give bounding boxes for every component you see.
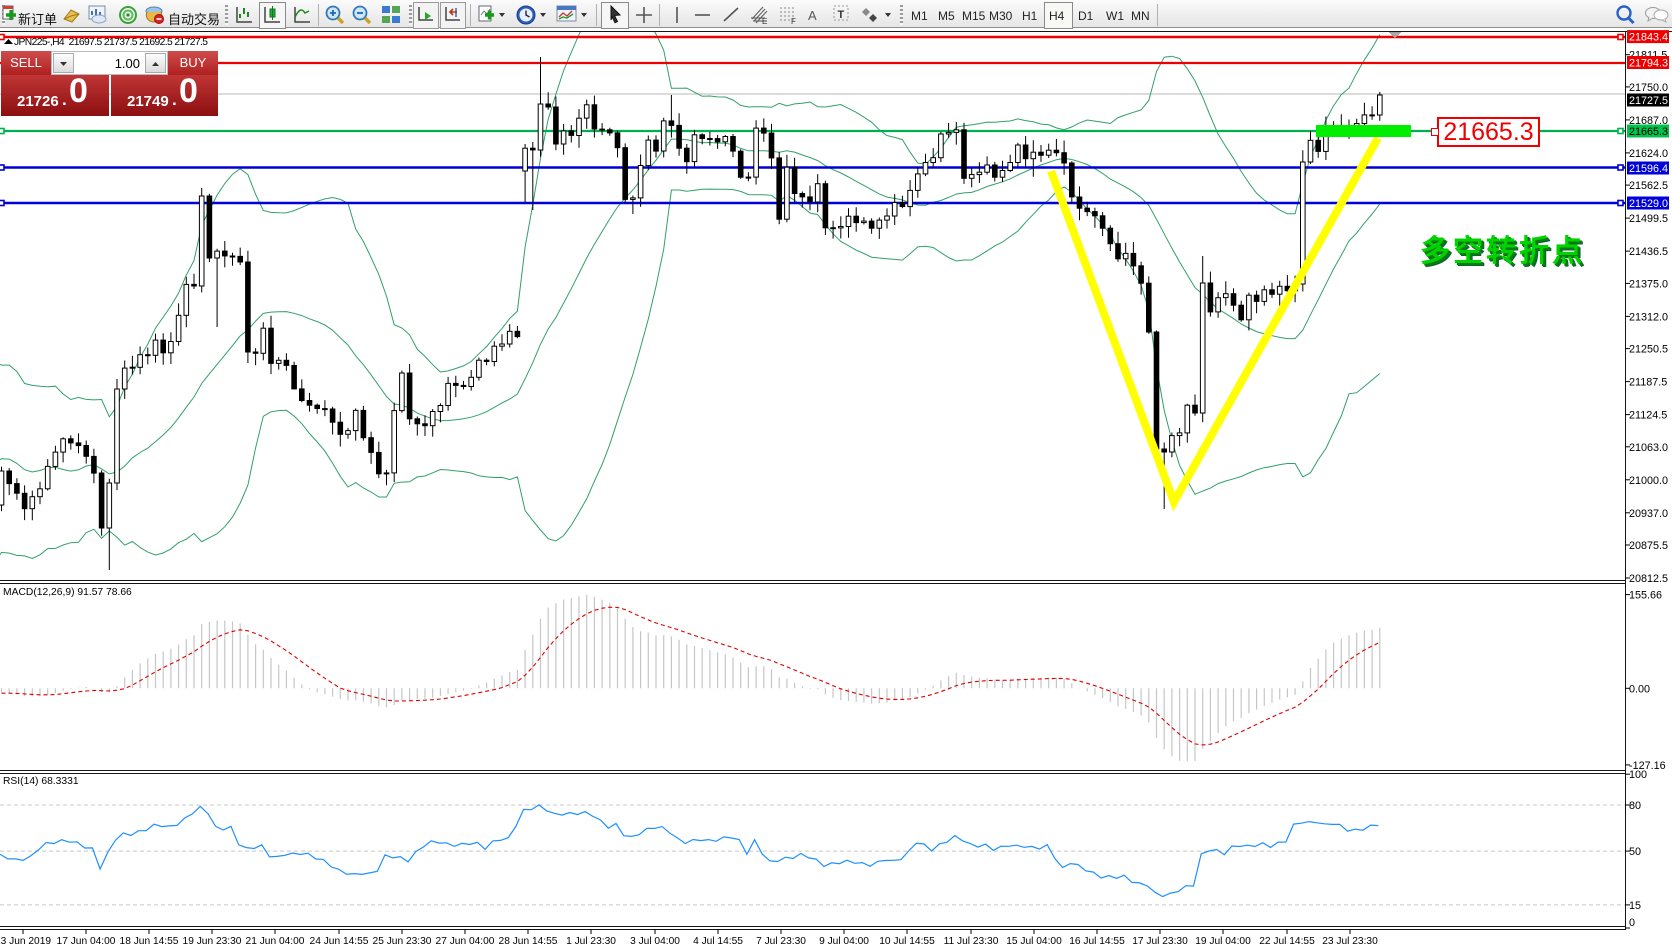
svg-text:F: F bbox=[791, 17, 796, 26]
svg-text:22 Jul 14:55: 22 Jul 14:55 bbox=[1259, 936, 1315, 947]
svg-text:25 Jun 23:30: 25 Jun 23:30 bbox=[373, 936, 432, 947]
svg-text:4 Jul 14:55: 4 Jul 14:55 bbox=[693, 936, 743, 947]
svg-text:JPN225-,H4 21697.5 21737.5 21: JPN225-,H4 21697.5 21737.5 21692.5 21727… bbox=[14, 37, 208, 48]
svg-text:9 Jul 04:00: 9 Jul 04:00 bbox=[819, 936, 869, 947]
svg-text:3 Jul 04:00: 3 Jul 04:00 bbox=[630, 936, 680, 947]
svg-text:21 Jun 04:00: 21 Jun 04:00 bbox=[246, 936, 305, 947]
svg-text:15 Jul 04:00: 15 Jul 04:00 bbox=[1006, 936, 1062, 947]
svg-text:11 Jul 23:30: 11 Jul 23:30 bbox=[944, 936, 999, 947]
svg-text:21436.5: 21436.5 bbox=[1629, 246, 1668, 258]
svg-text:15: 15 bbox=[1629, 900, 1641, 912]
svg-text:100: 100 bbox=[1629, 769, 1647, 781]
svg-text:21665.3: 21665.3 bbox=[1629, 126, 1668, 138]
svg-text:21063.0: 21063.0 bbox=[1629, 442, 1668, 454]
svg-text:20937.0: 20937.0 bbox=[1629, 508, 1668, 520]
svg-text:21596.4: 21596.4 bbox=[1629, 163, 1668, 175]
svg-text:0: 0 bbox=[1629, 917, 1635, 929]
svg-text:19 Jul 04:00: 19 Jul 04:00 bbox=[1195, 936, 1251, 947]
svg-text:1 Jul 23:30: 1 Jul 23:30 bbox=[566, 936, 616, 947]
svg-text:13 Jun 2019: 13 Jun 2019 bbox=[0, 936, 51, 947]
svg-text:10 Jul 14:55: 10 Jul 14:55 bbox=[879, 936, 935, 947]
svg-text:50: 50 bbox=[1629, 846, 1641, 858]
svg-text:21727.5: 21727.5 bbox=[1629, 95, 1668, 107]
svg-text:21843.4: 21843.4 bbox=[1629, 32, 1668, 44]
svg-text:E: E bbox=[762, 17, 767, 26]
svg-text:20875.5: 20875.5 bbox=[1629, 540, 1668, 552]
svg-text:21794.3: 21794.3 bbox=[1629, 58, 1668, 70]
svg-text:27 Jun 04:00: 27 Jun 04:00 bbox=[436, 936, 495, 947]
svg-text:0.00: 0.00 bbox=[1629, 683, 1650, 695]
svg-text:23 Jul 23:30: 23 Jul 23:30 bbox=[1322, 936, 1378, 947]
svg-text:21624.0: 21624.0 bbox=[1629, 148, 1668, 160]
svg-text:21529.0: 21529.0 bbox=[1629, 198, 1668, 210]
svg-text:-127.16: -127.16 bbox=[1629, 760, 1666, 772]
svg-text:17 Jul 23:30: 17 Jul 23:30 bbox=[1132, 936, 1188, 947]
svg-text:28 Jun 14:55: 28 Jun 14:55 bbox=[499, 936, 558, 947]
svg-text:17 Jun 04:00: 17 Jun 04:00 bbox=[57, 936, 116, 947]
svg-text:155.66: 155.66 bbox=[1629, 590, 1662, 602]
svg-text:21187.5: 21187.5 bbox=[1629, 377, 1667, 389]
svg-text:21312.0: 21312.0 bbox=[1629, 311, 1668, 323]
svg-text:21250.5: 21250.5 bbox=[1629, 344, 1668, 356]
svg-text:80: 80 bbox=[1629, 800, 1641, 812]
svg-text:MACD(12,26,9) 91.57 78.66: MACD(12,26,9) 91.57 78.66 bbox=[3, 587, 132, 598]
svg-text:21687.0: 21687.0 bbox=[1629, 115, 1668, 127]
svg-text:21375.0: 21375.0 bbox=[1629, 278, 1668, 290]
svg-text:21750.0: 21750.0 bbox=[1629, 82, 1668, 94]
svg-text:24 Jun 14:55: 24 Jun 14:55 bbox=[310, 936, 369, 947]
svg-text:21124.5: 21124.5 bbox=[1629, 410, 1667, 422]
svg-text:T: T bbox=[838, 9, 845, 21]
svg-text:20812.5: 20812.5 bbox=[1629, 573, 1668, 585]
svg-text:21499.5: 21499.5 bbox=[1629, 213, 1668, 225]
svg-text:7 Jul 23:30: 7 Jul 23:30 bbox=[756, 936, 806, 947]
svg-text:19 Jun 23:30: 19 Jun 23:30 bbox=[183, 936, 242, 947]
svg-text:16 Jul 14:55: 16 Jul 14:55 bbox=[1069, 936, 1125, 947]
svg-text:21562.5: 21562.5 bbox=[1629, 180, 1668, 192]
svg-text:18 Jun 14:55: 18 Jun 14:55 bbox=[120, 936, 179, 947]
svg-text:21000.0: 21000.0 bbox=[1629, 475, 1668, 487]
svg-text:RSI(14) 68.3331: RSI(14) 68.3331 bbox=[3, 776, 79, 787]
